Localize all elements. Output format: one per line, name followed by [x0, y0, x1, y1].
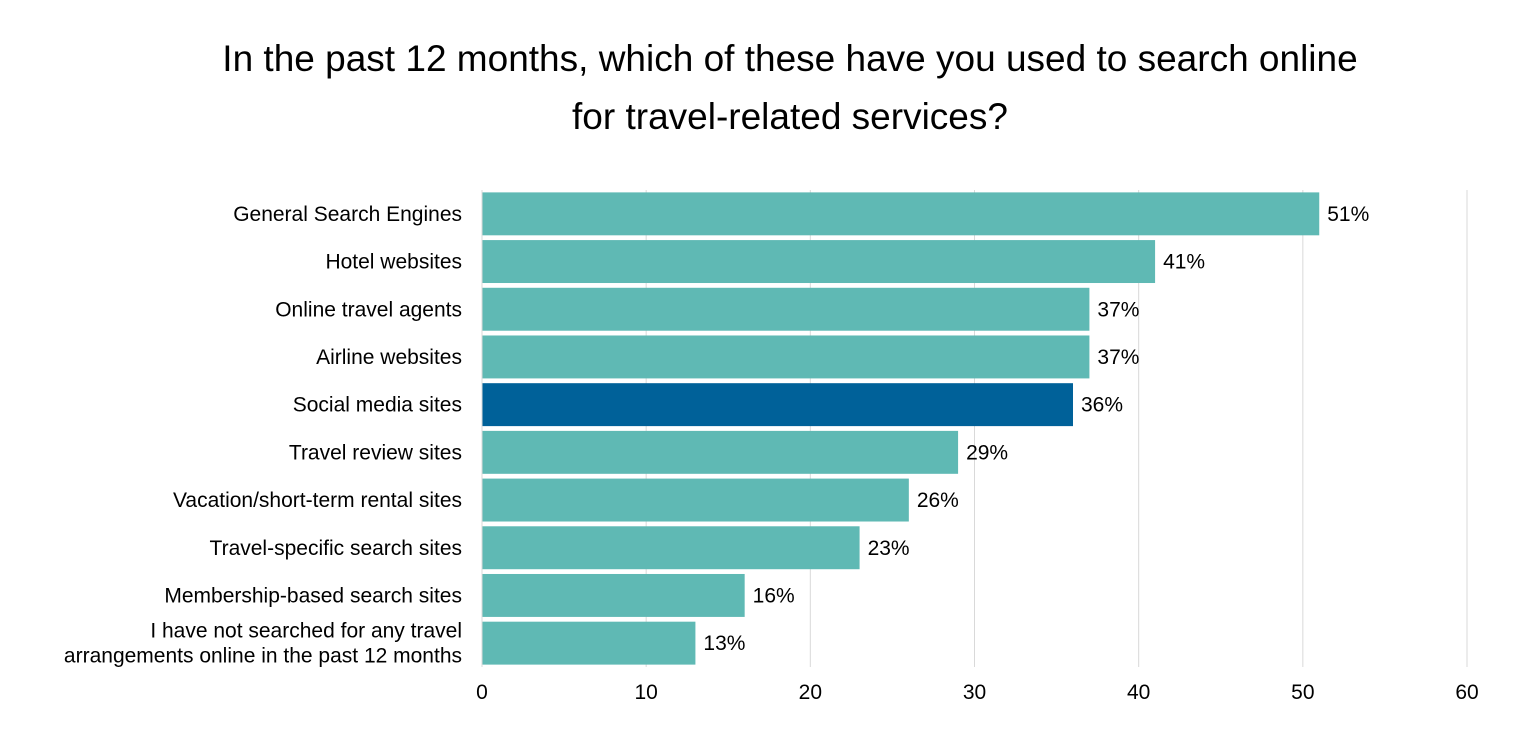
category-label-0: General Search Engines	[233, 203, 462, 226]
data-label-8: 16%	[753, 584, 795, 607]
data-label-3: 37%	[1097, 346, 1139, 369]
x-tick-label-60: 60	[1455, 681, 1478, 704]
category-label-7: Travel-specific search sites	[210, 537, 462, 560]
data-label-4: 36%	[1081, 394, 1123, 417]
category-label-1: Hotel websites	[325, 251, 462, 274]
bar-7	[482, 526, 860, 570]
data-label-9: 13%	[703, 632, 745, 655]
chart-title-line-1: In the past 12 months, which of these ha…	[222, 38, 1358, 79]
bar-5	[482, 430, 959, 474]
chart-title-line-2: for travel-related services?	[572, 96, 1008, 137]
bar-1	[482, 240, 1156, 284]
category-label-2: Online travel agents	[275, 298, 462, 321]
x-tick-label-40: 40	[1127, 681, 1150, 704]
data-label-1: 41%	[1163, 251, 1205, 274]
x-tick-label-10: 10	[634, 681, 657, 704]
bar-8	[482, 573, 745, 617]
x-tick-label-0: 0	[476, 681, 488, 704]
data-label-2: 37%	[1097, 298, 1139, 321]
x-tick-label-50: 50	[1291, 681, 1314, 704]
data-label-0: 51%	[1327, 203, 1369, 226]
chart-title: In the past 12 months, which of these ha…	[0, 30, 1523, 146]
bar-2	[482, 287, 1090, 331]
category-label-4: Social media sites	[293, 394, 462, 417]
bar-3	[482, 335, 1090, 379]
data-label-7: 23%	[868, 537, 910, 560]
bar-6	[482, 478, 909, 522]
x-tick-label-30: 30	[963, 681, 986, 704]
category-label-3: Airline websites	[316, 346, 462, 369]
category-label-6: Vacation/short-term rental sites	[173, 489, 462, 512]
category-label-9: I have not searched for any travel arrang…	[64, 620, 462, 668]
data-label-6: 26%	[917, 489, 959, 512]
category-label-5: Travel review sites	[289, 441, 462, 464]
bar-4	[482, 383, 1073, 427]
data-label-5: 29%	[966, 441, 1008, 464]
bar-0	[482, 192, 1320, 236]
category-label-8: Membership-based search sites	[164, 584, 462, 607]
x-tick-label-20: 20	[799, 681, 822, 704]
bar-9	[482, 621, 696, 665]
